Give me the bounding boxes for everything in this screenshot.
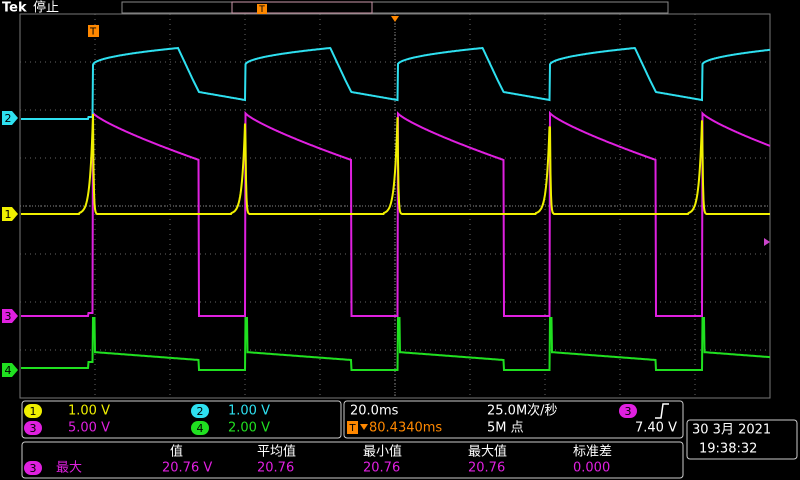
brand: Tek: [2, 1, 27, 16]
waveform: [21, 113, 770, 215]
trigger-level: 7.40 V: [635, 421, 677, 436]
record-length: 5M 点: [487, 421, 524, 436]
channel-number: 4: [197, 422, 204, 435]
waveform: [21, 46, 771, 120]
measurement-header: 平均值: [257, 444, 296, 460]
channel-scale: 1.00 V: [228, 404, 270, 419]
trigger-label: T: [89, 27, 97, 38]
measurement-value: 20.76 V: [162, 461, 212, 476]
time-scale: 20.0ms: [350, 404, 399, 419]
measurement-name: 最大: [56, 461, 82, 476]
trigger-label: T: [348, 423, 356, 434]
datetime-panel: [686, 419, 798, 460]
time: 19:38:32: [699, 442, 757, 457]
channel-badge: [191, 404, 209, 418]
measurement-source: 3: [30, 462, 37, 475]
channel-badge: [24, 421, 42, 435]
waveform: [21, 317, 770, 371]
measurement-value: 0.000: [573, 461, 610, 476]
measurement-value: 20.76: [257, 461, 294, 476]
channel-scale: 1.00 V: [68, 404, 110, 419]
channel-marker-label: 2: [5, 112, 12, 125]
channel-scale: 2.00 V: [228, 421, 270, 436]
measurement-header: 最小值: [363, 444, 402, 460]
channel-scale: 5.00 V: [68, 421, 110, 436]
measurement-header: 标准差: [573, 445, 612, 460]
date: 30 3月 2021: [692, 423, 771, 438]
view-window: [231, 1, 373, 14]
channel-number: 3: [30, 422, 37, 435]
channel-marker-label: 4: [5, 364, 12, 377]
trigger-channel: 3: [625, 405, 632, 418]
measurement-panel: [21, 441, 684, 479]
trigger-slope: [655, 403, 669, 419]
channel-panel: [21, 400, 342, 439]
channel-number: 1: [30, 405, 37, 418]
measurement-header: 最大值: [468, 444, 507, 460]
trigger-badge: [347, 421, 358, 434]
trigger-position: 80.4340ms: [369, 421, 442, 436]
trigger-badge: [88, 25, 99, 37]
trigger-arrow: [360, 424, 368, 430]
sample-rate: 25.0M次/秒: [487, 403, 558, 419]
channel-badge: [191, 421, 209, 435]
trigger-badge: [257, 4, 267, 14]
measurement-header: 值: [170, 444, 183, 460]
measurement-value: 20.76: [468, 461, 505, 476]
channel-marker-label: 1: [5, 208, 12, 221]
channel-badge: [24, 461, 42, 475]
channel-marker: [2, 363, 18, 377]
channel-marker: [2, 207, 18, 221]
timebase-panel: [343, 400, 684, 439]
trigger-level: [764, 238, 770, 246]
channel-badge: [619, 404, 637, 418]
trigger-label: T: [258, 5, 265, 15]
measurement-value: 20.76: [363, 461, 400, 476]
trigger-position: [391, 16, 399, 22]
channel-marker-label: 3: [5, 310, 12, 323]
record-bar: [121, 1, 669, 14]
waveform: [21, 110, 771, 317]
channel-number: 2: [197, 405, 204, 418]
channel-marker: [2, 111, 18, 125]
channel-marker: [2, 309, 18, 323]
run-status: 停止: [33, 0, 59, 16]
channel-badge: [24, 404, 42, 418]
